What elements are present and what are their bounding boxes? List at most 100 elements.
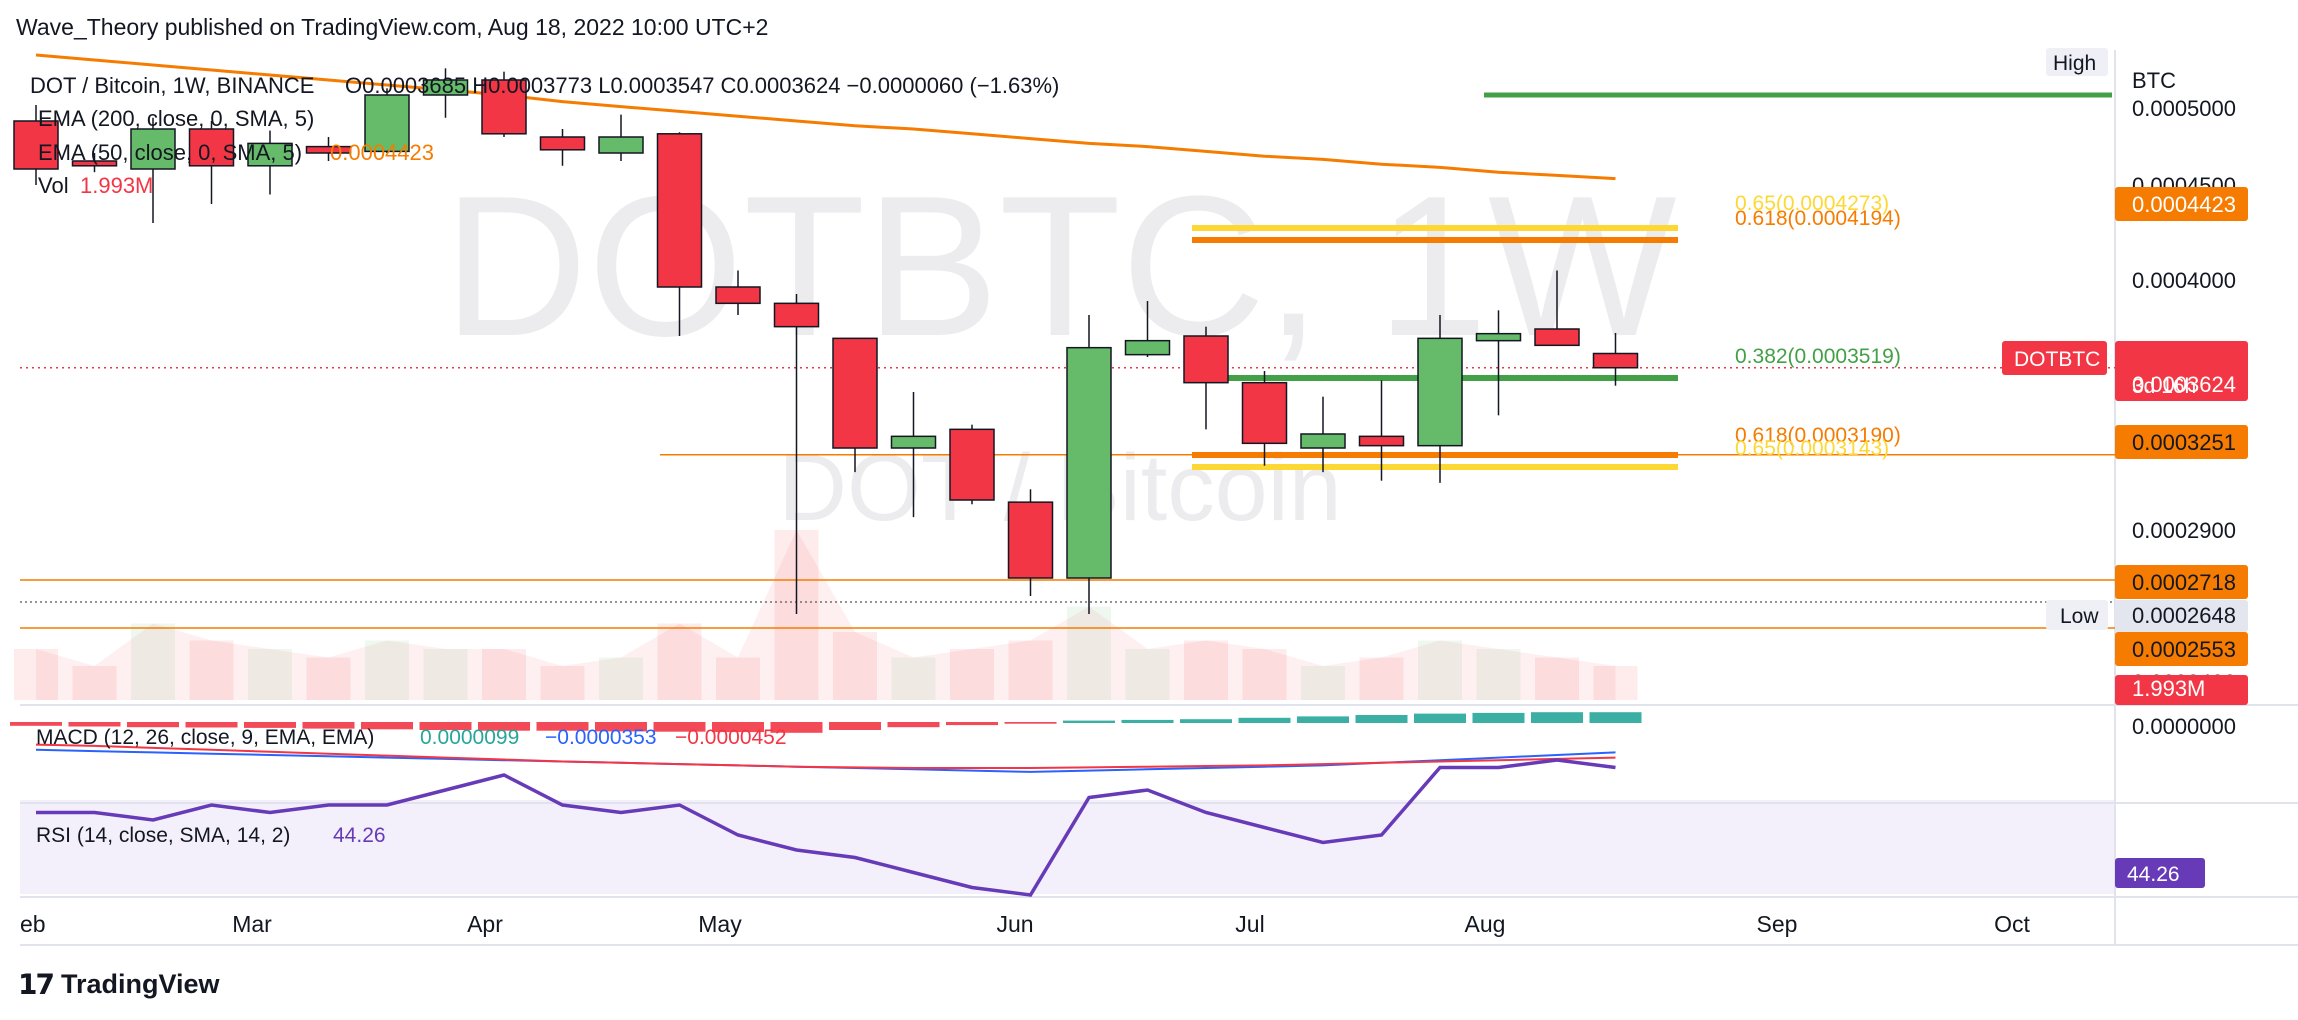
axes: 0.00050000.00045000.00040000.00029000.00… bbox=[20, 68, 2236, 937]
x-tick-Jul: Jul bbox=[1235, 911, 1264, 937]
macd-hist-5 bbox=[302, 722, 355, 729]
volume-bar bbox=[599, 657, 643, 700]
macd-hist-20 bbox=[1180, 719, 1232, 723]
high-label-bg bbox=[2046, 48, 2108, 76]
volume-bar bbox=[1476, 649, 1521, 700]
macd-hist-22 bbox=[1297, 716, 1349, 723]
level-0.0002553-text: 0.0002553 bbox=[2132, 637, 2236, 662]
x-tick-May: May bbox=[698, 911, 742, 937]
macd-axis-zero: 0.0000000 bbox=[2132, 714, 2236, 739]
candle-15 bbox=[890, 435, 937, 449]
volume-bar bbox=[365, 640, 409, 700]
rsi-value: 44.26 bbox=[333, 824, 386, 847]
level-0.0002553-bg bbox=[2115, 632, 2248, 666]
candle-0 bbox=[13, 120, 59, 170]
ema50-badge-text: 0.0004423 bbox=[2132, 192, 2236, 217]
x-tick-Oct: Oct bbox=[1994, 911, 2030, 937]
last-price-badge-text: 0.0003624 bbox=[2132, 372, 2236, 397]
candle-7 bbox=[422, 79, 469, 96]
tradingview-logo-icon: 𝟭𝟳 bbox=[18, 969, 55, 1000]
high-label-text: High bbox=[2053, 52, 2096, 75]
macd-hist-10 bbox=[595, 722, 647, 732]
volume-bar bbox=[891, 657, 936, 700]
x-tick-Sep: Sep bbox=[1757, 911, 1798, 937]
rsi-pane: RSI (14, close, SMA, 14, 2) 44.26 bbox=[36, 758, 1616, 897]
low-label-text: Low bbox=[2060, 605, 2099, 628]
candle-18 bbox=[1066, 346, 1112, 579]
rsi-band bbox=[20, 800, 2115, 894]
macd-hist-7 bbox=[419, 722, 472, 730]
volume-bar bbox=[1242, 649, 1287, 700]
volume-bar bbox=[540, 666, 585, 700]
macd-hist-0 bbox=[10, 722, 62, 726]
y-axis-unit: BTC bbox=[2132, 68, 2176, 93]
candle-22 bbox=[1300, 433, 1346, 449]
candle-25 bbox=[1475, 332, 1522, 342]
level-0.0002718-text: 0.0002718 bbox=[2132, 570, 2236, 595]
candle-17 bbox=[1007, 501, 1054, 579]
symbol-badge-text: DOTBTC bbox=[2014, 348, 2100, 371]
ema50-path bbox=[35, 53, 1616, 181]
volume-bar bbox=[716, 657, 760, 700]
volume-bar bbox=[950, 649, 994, 700]
volume-bar bbox=[833, 632, 877, 700]
macd-hist-19 bbox=[1121, 719, 1174, 723]
volume-bar bbox=[306, 657, 351, 700]
candle-3 bbox=[188, 128, 235, 167]
volume-bar bbox=[1593, 666, 1638, 700]
candle-24 bbox=[1417, 337, 1463, 447]
macd-hist-2 bbox=[127, 722, 179, 728]
volume-bar bbox=[72, 666, 117, 700]
macd-value-3: −0.0000452 bbox=[675, 726, 787, 749]
publisher-header: Wave_Theory published on TradingView.com… bbox=[16, 14, 769, 40]
legend-vol-value: 1.993M bbox=[80, 173, 153, 198]
candle-26 bbox=[1534, 328, 1580, 347]
volume-bar bbox=[1184, 640, 1228, 700]
level-0.0002718-bg bbox=[2115, 565, 2248, 599]
macd-value-2: −0.0000353 bbox=[545, 726, 657, 749]
candle-1 bbox=[71, 160, 118, 167]
macd-hist-23 bbox=[1355, 715, 1408, 723]
candle-4 bbox=[247, 142, 293, 167]
volume-bar bbox=[1418, 640, 1462, 700]
macd-hist-6 bbox=[361, 722, 413, 730]
x-tick-Feb: eb bbox=[20, 911, 46, 937]
fib-0.65-upper-label: 0.65(0.0004273) bbox=[1735, 192, 1889, 215]
footer-brand[interactable]: 𝟭𝟳 TradingView bbox=[18, 968, 220, 1001]
candles[interactable] bbox=[13, 68, 1639, 614]
y-tick-0.0005000: 0.0005000 bbox=[2132, 96, 2236, 121]
macd-hist-8 bbox=[478, 722, 530, 731]
volume-bar bbox=[1535, 657, 1579, 700]
x-tick-Aug: Aug bbox=[1465, 911, 1506, 937]
macd-hist-4 bbox=[244, 722, 296, 728]
symbol-badge-bg bbox=[2002, 341, 2107, 375]
rsi-line bbox=[36, 758, 1616, 897]
macd-hist-17 bbox=[1004, 722, 1057, 724]
fib-0.382-label: 0.382(0.0003519) bbox=[1735, 345, 1901, 368]
legend-ema200: EMA (200, close, 0, SMA, 5) bbox=[38, 106, 314, 131]
signal-line bbox=[35, 743, 1616, 769]
volume-bar bbox=[482, 649, 526, 700]
x-tick-Jun: Jun bbox=[996, 911, 1033, 937]
macd-hist-13 bbox=[770, 722, 823, 733]
watermark: DOTBTC, 1W DOT / Bitcoin bbox=[443, 155, 1677, 541]
macd-hist-24 bbox=[1414, 713, 1466, 723]
legend-ema50-value: 0.0004423 bbox=[330, 140, 434, 165]
legend-ema50: EMA (50, close, 0, SMA, 5) bbox=[38, 140, 302, 165]
rsi-label: RSI (14, close, SMA, 14, 2) bbox=[36, 824, 290, 847]
x-tick-Mar: Mar bbox=[232, 911, 272, 937]
x-tick-Apr: Apr bbox=[467, 911, 503, 937]
macd-hist-16 bbox=[946, 722, 998, 726]
countdown-text: 3d 16h bbox=[2132, 375, 2196, 398]
volume-bar bbox=[131, 623, 175, 700]
volume-bars bbox=[14, 530, 1638, 700]
candle-23 bbox=[1358, 435, 1405, 447]
volume-bar bbox=[1067, 606, 1111, 700]
ema50-line bbox=[35, 53, 1616, 181]
macd-hist-25 bbox=[1472, 712, 1525, 723]
candle-11 bbox=[656, 133, 703, 288]
fib-0.618-upper-label: 0.618(0.0004194) bbox=[1735, 207, 1901, 230]
indicator-backgrounds bbox=[20, 50, 2298, 946]
